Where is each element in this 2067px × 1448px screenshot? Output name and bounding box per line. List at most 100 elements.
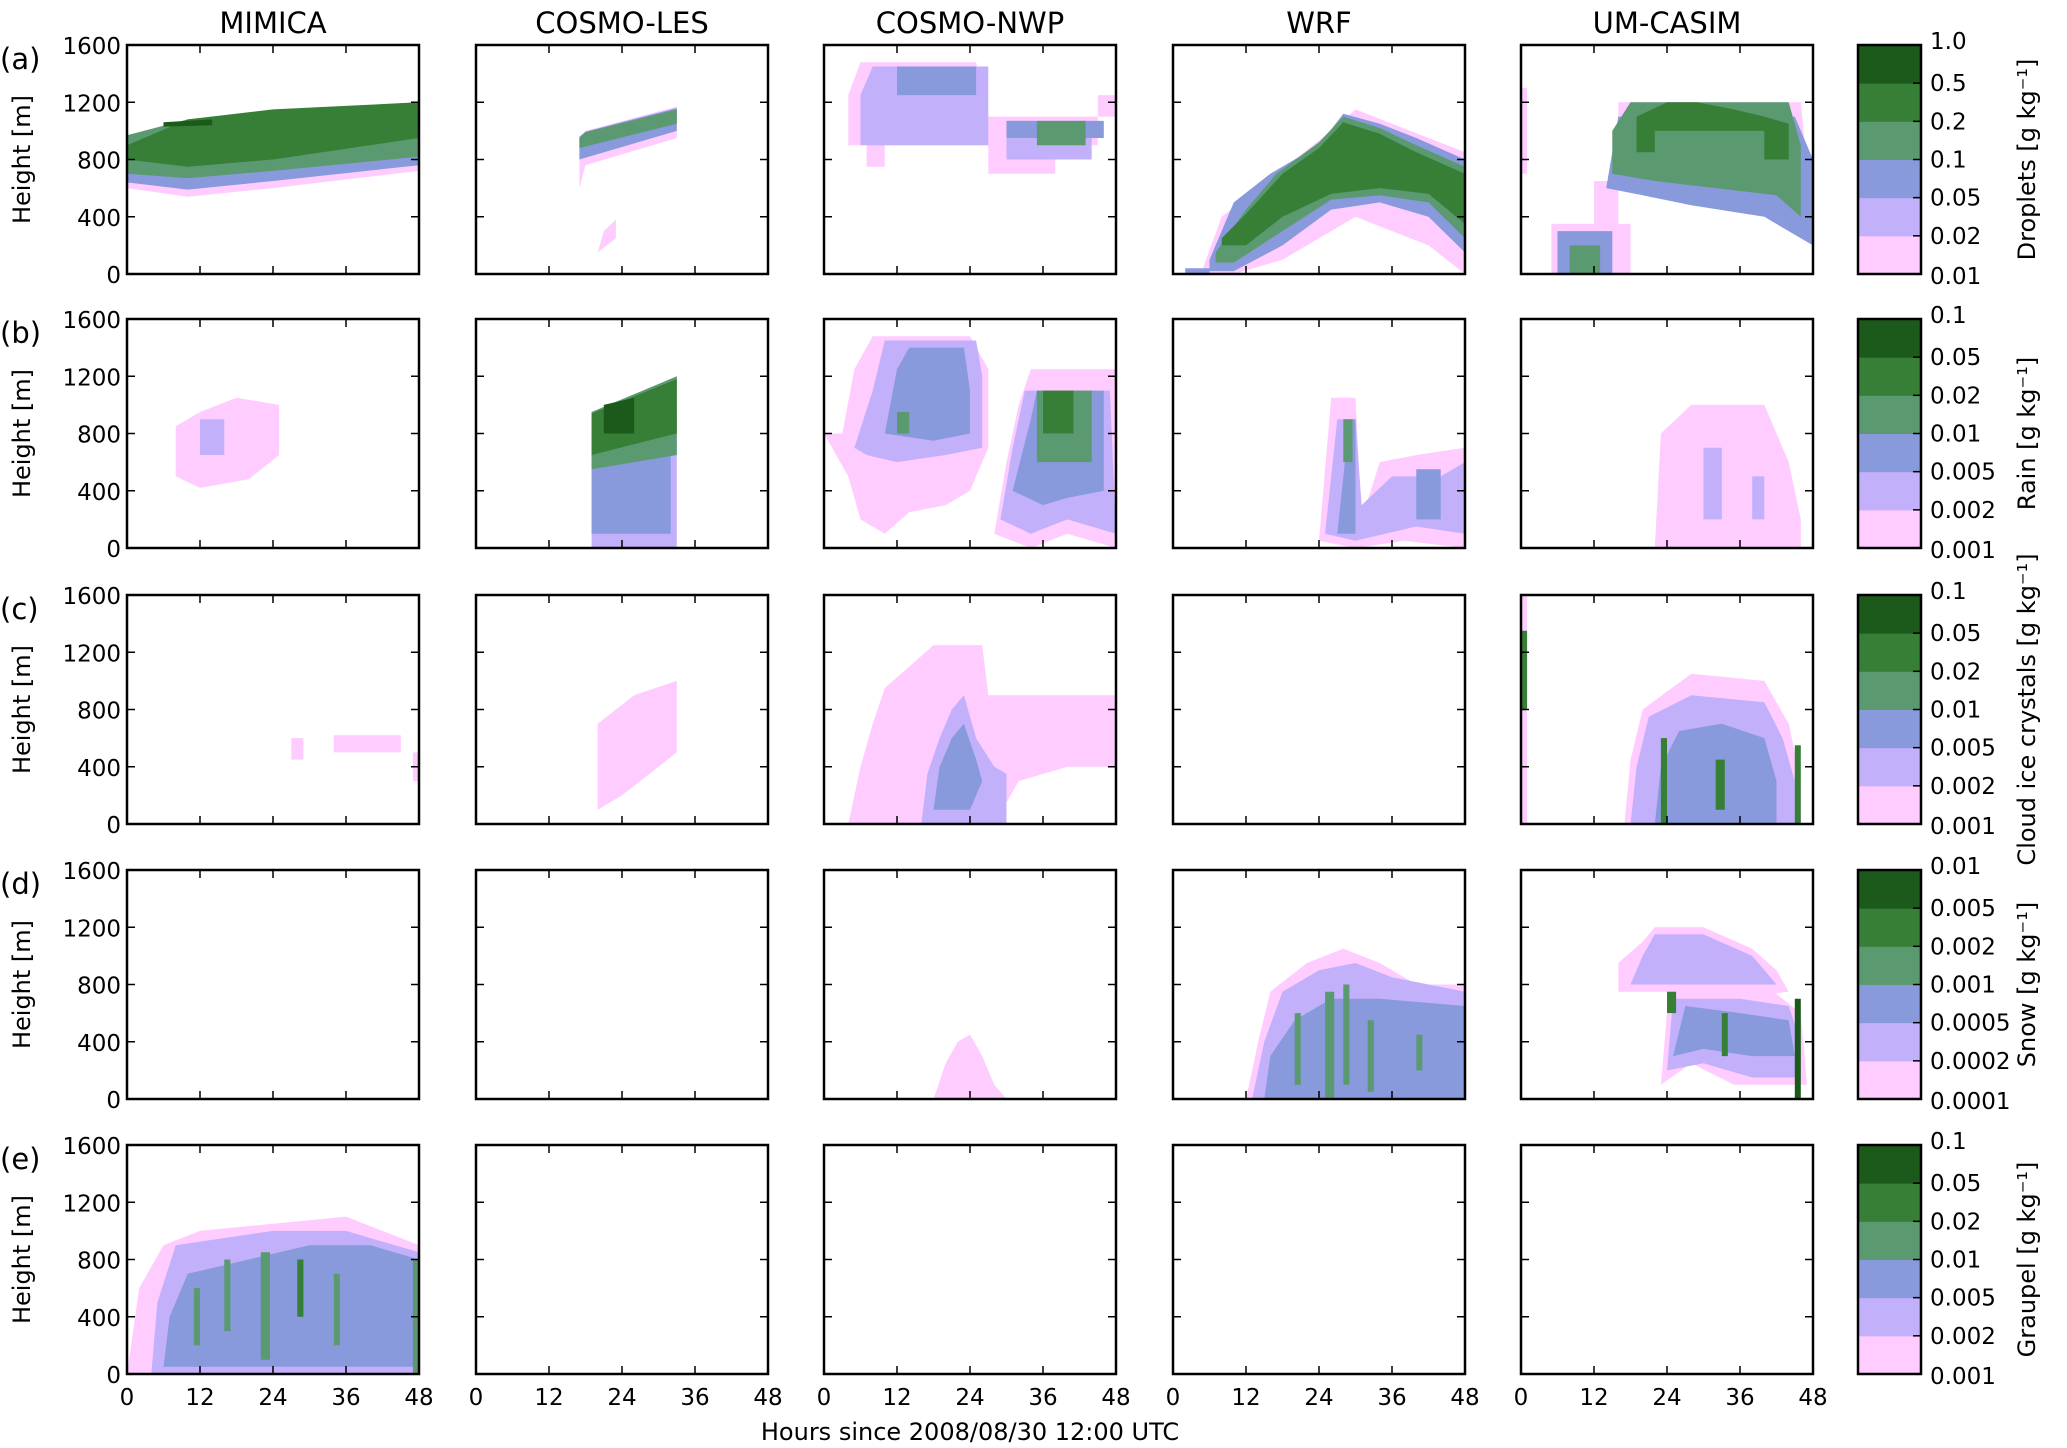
colorbar-tick-label: 0.5 (1930, 71, 1967, 97)
heatmap-region-level-2 (1630, 934, 1777, 985)
heatmap-region-level-4 (1343, 419, 1353, 463)
heatmap-region-level-4 (193, 1288, 200, 1346)
heatmap-region-level-6 (603, 397, 635, 434)
colorbar-bin (1858, 83, 1921, 122)
panel-frame (125, 593, 421, 826)
heatmap-region-level-5 (1667, 991, 1677, 1014)
x-tick-label: 36 (1725, 1385, 1754, 1411)
y-tick-label: 400 (77, 206, 121, 232)
colorbar-tick-label: 0.1 (1930, 148, 1967, 174)
colorbar-bin (1858, 709, 1921, 749)
heatmap-region-level-3 (897, 66, 977, 96)
panel-frame (1519, 1143, 1815, 1376)
colorbar-tick-label: 0.0005 (1930, 1011, 2010, 1037)
heatmap-region-level-6 (163, 119, 213, 127)
y-axis-label: Height [m] (8, 920, 36, 1049)
y-axis-label: Height [m] (8, 1195, 36, 1324)
heatmap-region-level-1 (848, 645, 1116, 824)
x-tick-label: 48 (404, 1385, 433, 1411)
colorbar-tick-label: 0.001 (1930, 973, 1996, 999)
heatmap-region-level-4 (1367, 1020, 1374, 1092)
panel-cosmo-nwp-d (933, 1034, 1007, 1099)
heatmap-region-level-5 (1794, 745, 1801, 824)
colorbar-bin (1858, 45, 1921, 84)
heatmap-region-level-2 (200, 419, 225, 455)
x-tick-label: 48 (1101, 1385, 1130, 1411)
x-tick-label: 12 (534, 1385, 563, 1411)
heatmap-region-level-4 (333, 1273, 340, 1346)
heatmap-region-level-1 (597, 680, 677, 810)
colorbar-bin (1858, 633, 1921, 672)
panel-cosmo-nwp-c (848, 645, 1116, 824)
panel-frame (474, 43, 770, 276)
heatmap-region-level-4 (579, 109, 677, 148)
x-tick-label: 12 (185, 1385, 214, 1411)
x-tick-label: 36 (331, 1385, 360, 1411)
heatmap-region-level-5 (1043, 390, 1074, 434)
heatmap-region-level-4 (1343, 984, 1350, 1085)
x-tick-label: 48 (753, 1385, 782, 1411)
colorbar-tick-label: 0.02 (1930, 383, 1981, 409)
colorbar-bin (1858, 1335, 1921, 1375)
heatmap-region-level-6 (1794, 998, 1801, 1099)
y-tick-label: 1200 (62, 365, 121, 391)
y-tick-label: 1600 (62, 859, 121, 885)
panel-cosmo-nwp-a (848, 62, 1116, 174)
colorbar-label: Graupel [g kg⁻¹] (2013, 1162, 2041, 1358)
panel-mimica-e (127, 1216, 419, 1374)
y-tick-label: 1600 (62, 34, 121, 60)
panel-um-casim-b (1654, 404, 1801, 548)
x-tick-label: 0 (469, 1385, 484, 1411)
colorbar-bin (1858, 395, 1921, 434)
colorbar-tick-label: 0.0001 (1930, 1089, 2010, 1115)
colorbar-tick-label: 0.001 (1930, 538, 1996, 564)
colorbar-tick-label: 0.002 (1930, 1324, 1996, 1350)
row-label: (c) (0, 592, 39, 626)
colorbar-label: Snow [g kg⁻¹] (2013, 902, 2041, 1067)
row-label: (d) (0, 867, 41, 901)
heatmap-region-level-5 (1521, 630, 1528, 710)
y-tick-label: 800 (77, 149, 121, 175)
colorbar-tick-label: 0.01 (1930, 264, 1981, 290)
y-tick-label: 1200 (62, 91, 121, 117)
colorbar-tick-label: 0.05 (1930, 621, 1981, 647)
colorbar-bin (1858, 870, 1921, 909)
panel-um-casim-a (1521, 87, 1813, 274)
colorbar-bin (1858, 197, 1921, 237)
heatmap-region-level-4 (260, 1252, 270, 1360)
heatmap-region-level-3 (1264, 998, 1465, 1099)
panel-frame (822, 1143, 1118, 1376)
y-tick-label: 400 (77, 1306, 121, 1332)
y-tick-label: 1200 (62, 641, 121, 667)
y-tick-label: 0 (106, 263, 121, 289)
colorbar-tick-label: 0.05 (1930, 345, 1981, 371)
row-label: (e) (0, 1142, 40, 1176)
x-tick-label: 0 (817, 1385, 832, 1411)
colorbar-bin (1858, 1060, 1921, 1100)
column-title: WRF (1286, 6, 1352, 40)
colorbar-bin (1858, 433, 1921, 473)
colorbar-tick-label: 0.02 (1930, 659, 1981, 685)
colorbar-bin (1858, 235, 1921, 275)
colorbar-tick-label: 0.001 (1930, 1364, 1996, 1390)
panel-mimica-a (127, 102, 419, 197)
colorbar-bin (1858, 471, 1921, 511)
colorbar-bin (1858, 1221, 1921, 1260)
x-tick-label: 24 (1304, 1385, 1333, 1411)
heatmap-region-level-1 (333, 735, 401, 753)
panel-frame (1171, 593, 1467, 826)
heatmap-region-level-5 (1715, 759, 1725, 810)
y-tick-label: 400 (77, 480, 121, 506)
panel-frame (474, 1143, 770, 1376)
panel-frame (1171, 1143, 1467, 1376)
colorbar-bin (1858, 1297, 1921, 1337)
colorbar-bin (1858, 908, 1921, 947)
heatmap-region-level-4 (1569, 245, 1601, 274)
x-tick-label: 24 (258, 1385, 287, 1411)
heatmap-region-level-5 (297, 1259, 304, 1317)
y-tick-label: 0 (106, 1088, 121, 1114)
panel-um-casim-d (1612, 927, 1807, 1099)
colorbar-bin (1858, 1022, 1921, 1062)
colorbar-tick-label: 0.02 (1930, 1209, 1981, 1235)
